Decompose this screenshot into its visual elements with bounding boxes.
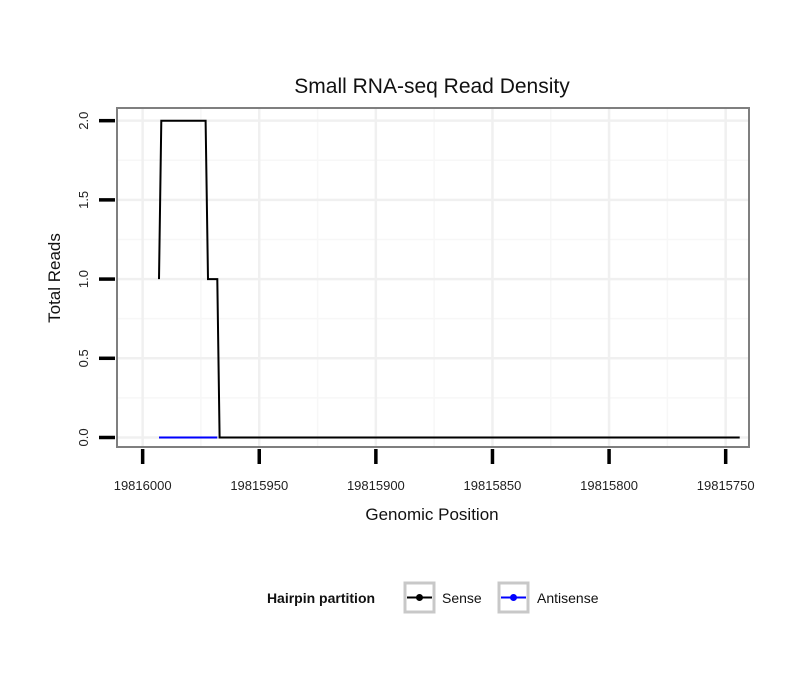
y-tick-label: 2.0 <box>76 112 91 130</box>
x-tick-label: 19815750 <box>697 478 755 493</box>
ticks: 19816000 19815950 19815900 19815850 19815800… <box>76 112 755 493</box>
legend-point-antisense <box>510 594 517 601</box>
x-tick-label: 19815800 <box>580 478 638 493</box>
y-tick-label: 0.5 <box>76 349 91 367</box>
series-line-sense <box>158 119 740 439</box>
x-tick-label: 19815850 <box>464 478 522 493</box>
plot-background <box>117 108 749 447</box>
x-tick-label: 19816000 <box>114 478 172 493</box>
legend-label-antisense: Antisense <box>537 590 599 606</box>
y-tick-label: 0.0 <box>76 428 91 446</box>
legend-title: Hairpin partition <box>267 590 375 606</box>
chart-title: Small RNA-seq Read Density <box>294 75 570 98</box>
x-axis-title: Genomic Position <box>365 505 498 524</box>
legend: Hairpin partition Sense Antisense <box>267 581 599 614</box>
y-axis-title: Total Reads <box>45 233 64 323</box>
y-tick-label: 1.0 <box>76 270 91 288</box>
grid <box>117 108 749 447</box>
plot-border <box>116 107 750 448</box>
legend-point-sense <box>416 594 423 601</box>
x-tick-label: 19815900 <box>347 478 405 493</box>
series-layer <box>158 119 740 439</box>
legend-label-sense: Sense <box>442 590 482 606</box>
y-tick-label: 1.5 <box>76 191 91 209</box>
x-tick-label: 19815950 <box>230 478 288 493</box>
